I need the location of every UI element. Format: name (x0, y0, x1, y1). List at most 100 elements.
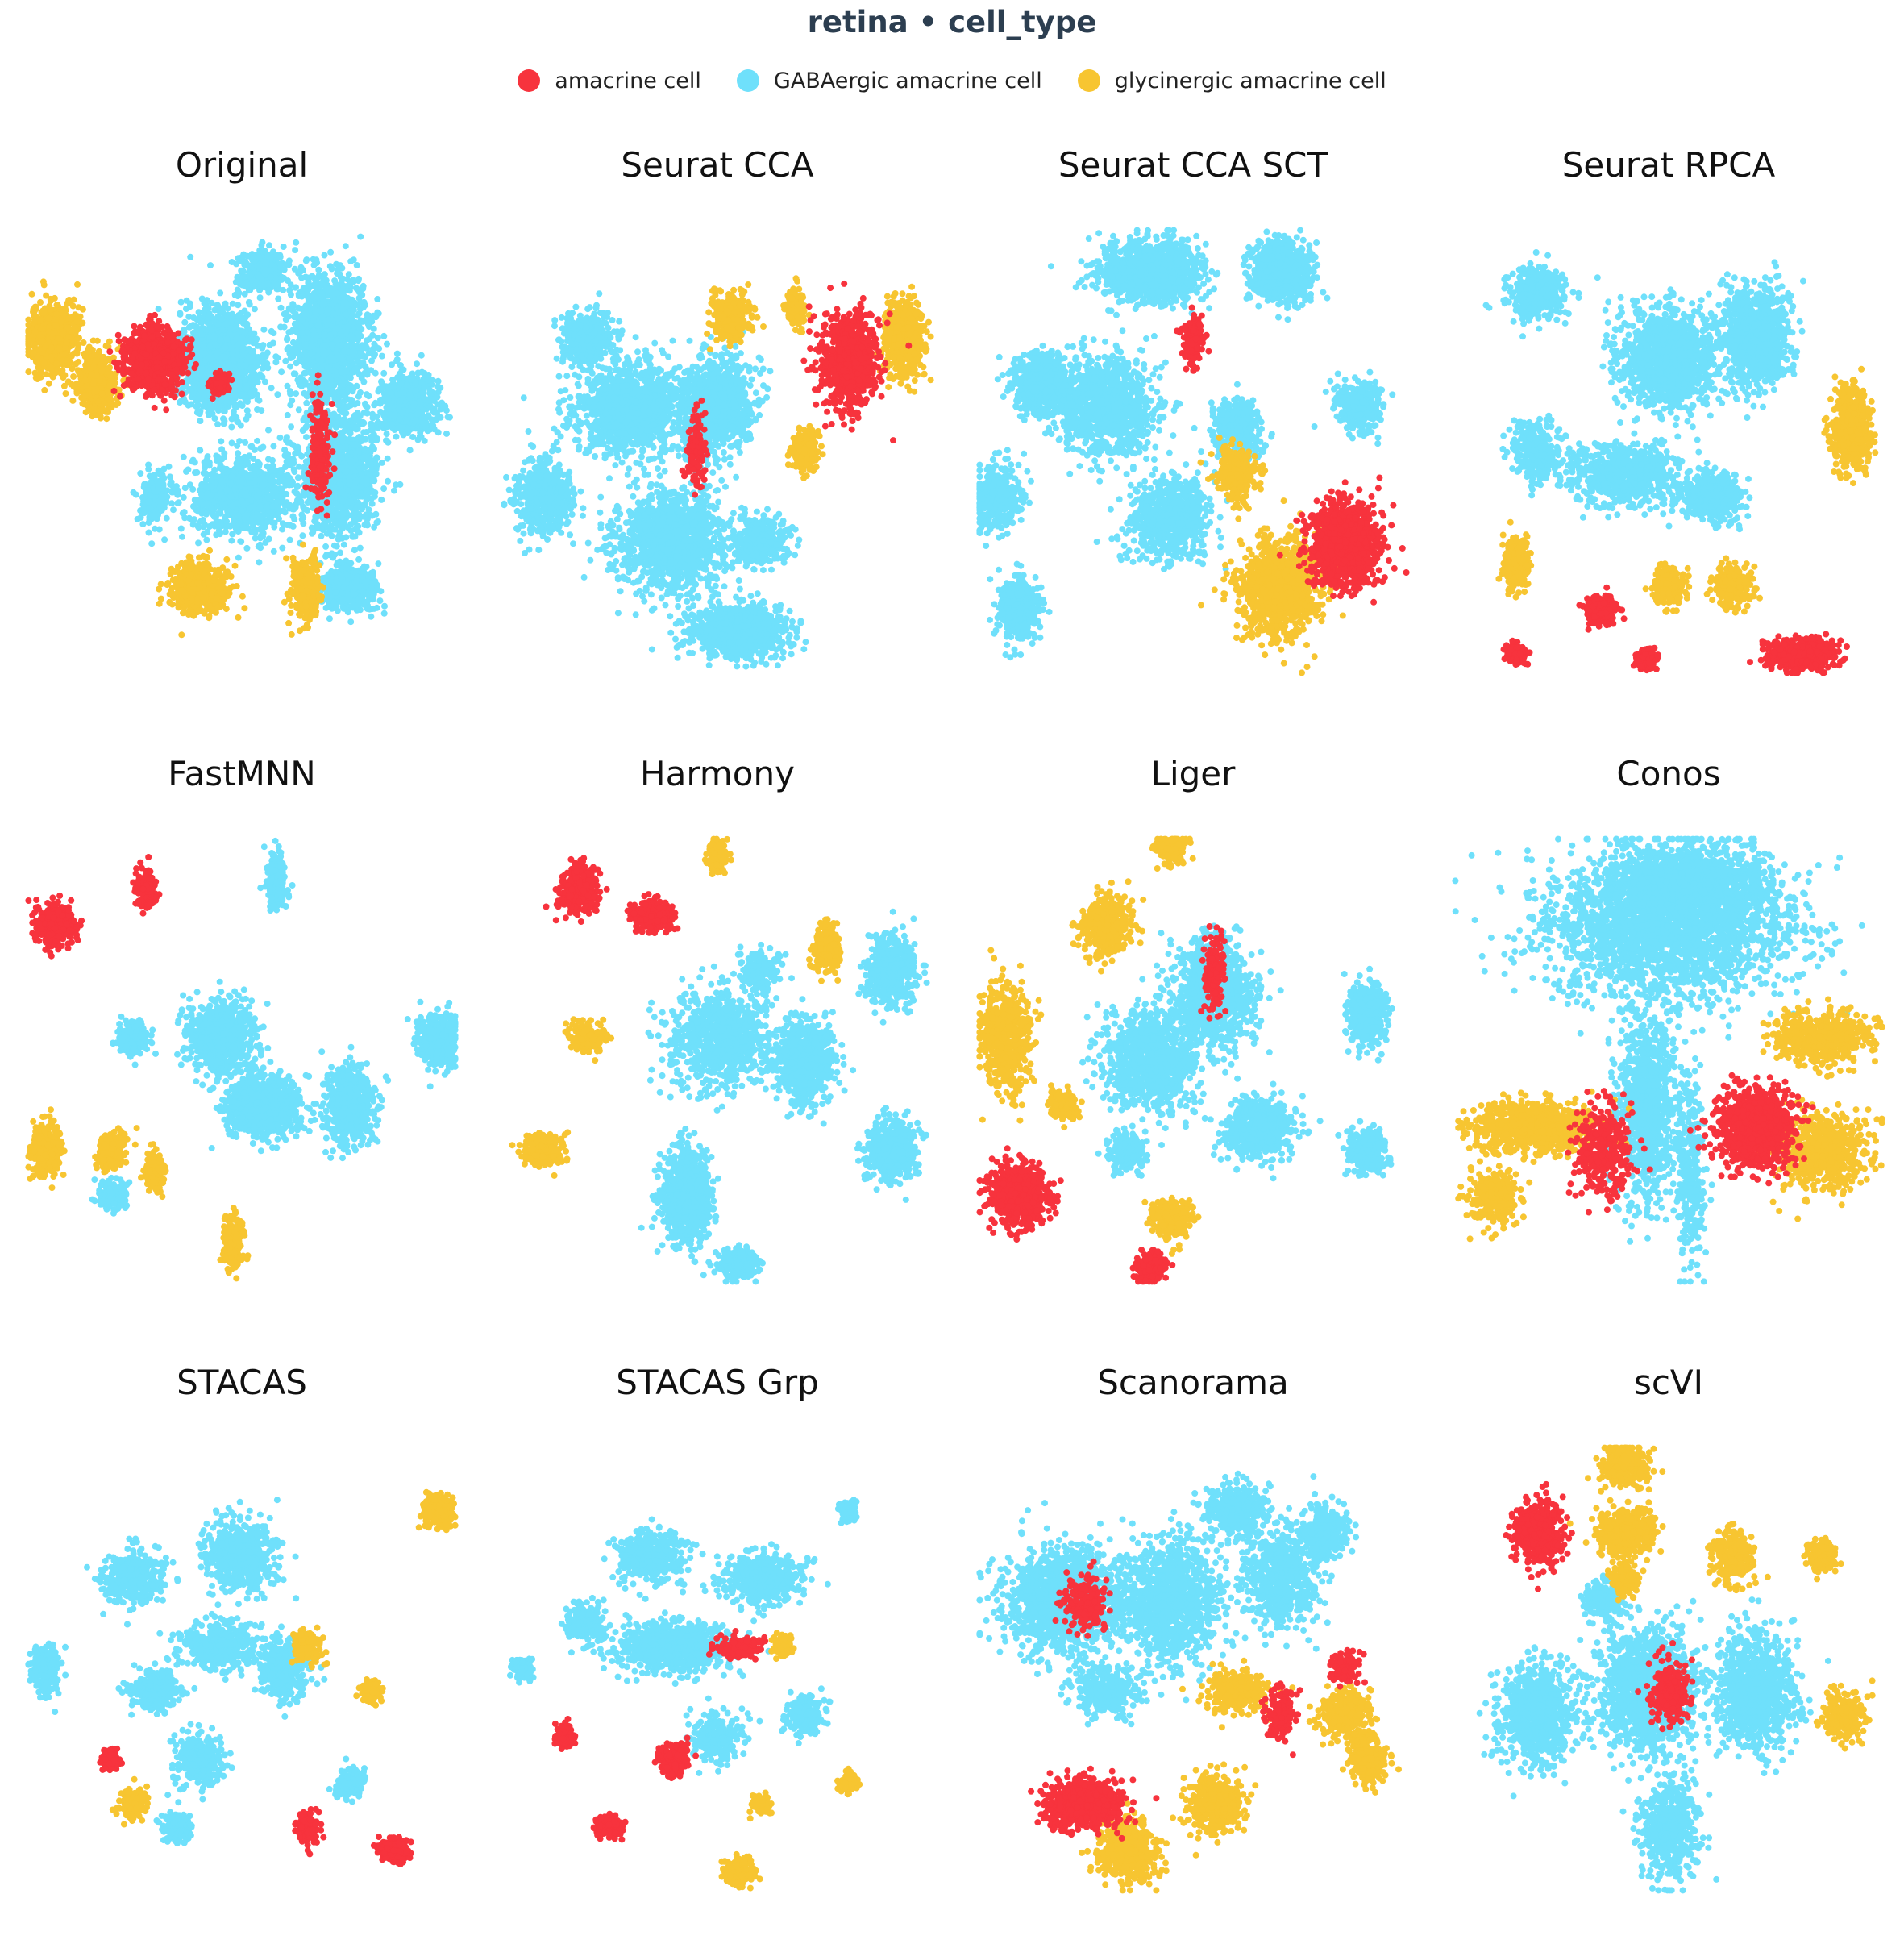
cell-point (342, 393, 348, 400)
cell-point (385, 478, 391, 485)
cell-point (310, 331, 317, 338)
cell-point (217, 289, 223, 296)
cell-point (391, 488, 397, 494)
cell-point (277, 435, 284, 441)
cell-point (293, 347, 299, 353)
cell-point (187, 481, 193, 488)
cell-point (201, 344, 207, 351)
cell-point (384, 431, 390, 437)
cell-point (351, 547, 358, 553)
cell-point (260, 342, 266, 348)
cell-point (222, 301, 229, 307)
cell-point (373, 437, 380, 443)
cell-point (303, 434, 310, 440)
cell-point (245, 354, 252, 360)
cell-point (202, 350, 208, 356)
cell-point (181, 454, 187, 460)
cell-point (336, 513, 343, 519)
cell-point (301, 506, 308, 513)
cell-point (265, 494, 272, 501)
cell-point (306, 298, 312, 305)
cell-point (299, 293, 306, 300)
cell-point (287, 502, 293, 509)
cell-point (197, 331, 204, 337)
cell-point (257, 445, 264, 452)
umap-panel: Original (16, 145, 468, 710)
cell-point (296, 450, 302, 456)
cell-point (360, 455, 367, 461)
cell-point (328, 354, 335, 360)
cell-point (337, 472, 343, 479)
cell-point (197, 410, 203, 417)
cell-point (258, 407, 264, 414)
cell-point (372, 511, 379, 518)
cell-point (277, 323, 284, 330)
cell-point (187, 303, 193, 310)
cell-point (340, 498, 347, 505)
cell-point (372, 351, 378, 357)
cell-point (268, 385, 275, 391)
cell-point (344, 324, 351, 331)
cell-point (339, 368, 345, 375)
cell-point (178, 526, 185, 532)
cell-point (224, 313, 231, 319)
cell-point (282, 358, 289, 364)
cell-point (236, 379, 243, 385)
cell-point (343, 311, 349, 318)
cell-point (206, 412, 212, 418)
cell-point (347, 498, 353, 505)
cell-point (292, 371, 298, 377)
cell-point (235, 302, 241, 308)
cell-point (197, 447, 203, 454)
cell-point (327, 249, 334, 256)
cell-point (283, 491, 289, 497)
cell-point (251, 375, 257, 381)
cell-point (310, 529, 316, 535)
cell-point (330, 392, 337, 398)
cell-point (369, 332, 376, 339)
cell-point (340, 282, 347, 289)
cell-point (347, 258, 354, 264)
cell-point (322, 543, 329, 550)
cell-point (260, 373, 266, 380)
cell-point (348, 460, 355, 466)
cell-point (397, 481, 403, 488)
cell-point (347, 300, 354, 306)
cell-point (341, 542, 347, 548)
cell-point (238, 327, 244, 334)
cell-point (216, 403, 222, 410)
cell-point (178, 299, 185, 306)
cell-point (250, 523, 256, 530)
cell-point (260, 327, 267, 333)
cell-point (248, 336, 255, 343)
cell-point (374, 455, 380, 461)
cell-point (303, 400, 310, 406)
cell-point (337, 356, 343, 362)
cell-point (238, 423, 244, 429)
cell-point (218, 490, 224, 497)
cell-point (318, 308, 325, 314)
cell-point (378, 497, 385, 503)
cell-point (379, 353, 385, 360)
cell-point (373, 471, 380, 477)
cell-point (243, 545, 250, 552)
cell-point (318, 533, 325, 539)
cell-point (348, 512, 355, 518)
cell-point (161, 536, 168, 543)
cell-point (268, 510, 274, 516)
cell-point (214, 421, 221, 427)
cell-point (287, 364, 293, 370)
cell-point (212, 342, 218, 348)
cell-point (339, 438, 346, 444)
cell-point (306, 358, 312, 364)
cell-point (354, 400, 360, 406)
cell-point (310, 256, 317, 263)
cell-point (354, 262, 360, 268)
cell-point (299, 532, 306, 539)
cell-point (289, 398, 295, 404)
cell-point (341, 379, 347, 385)
cell-point (222, 322, 228, 328)
cell-point (218, 438, 224, 444)
cell-point (197, 418, 203, 424)
